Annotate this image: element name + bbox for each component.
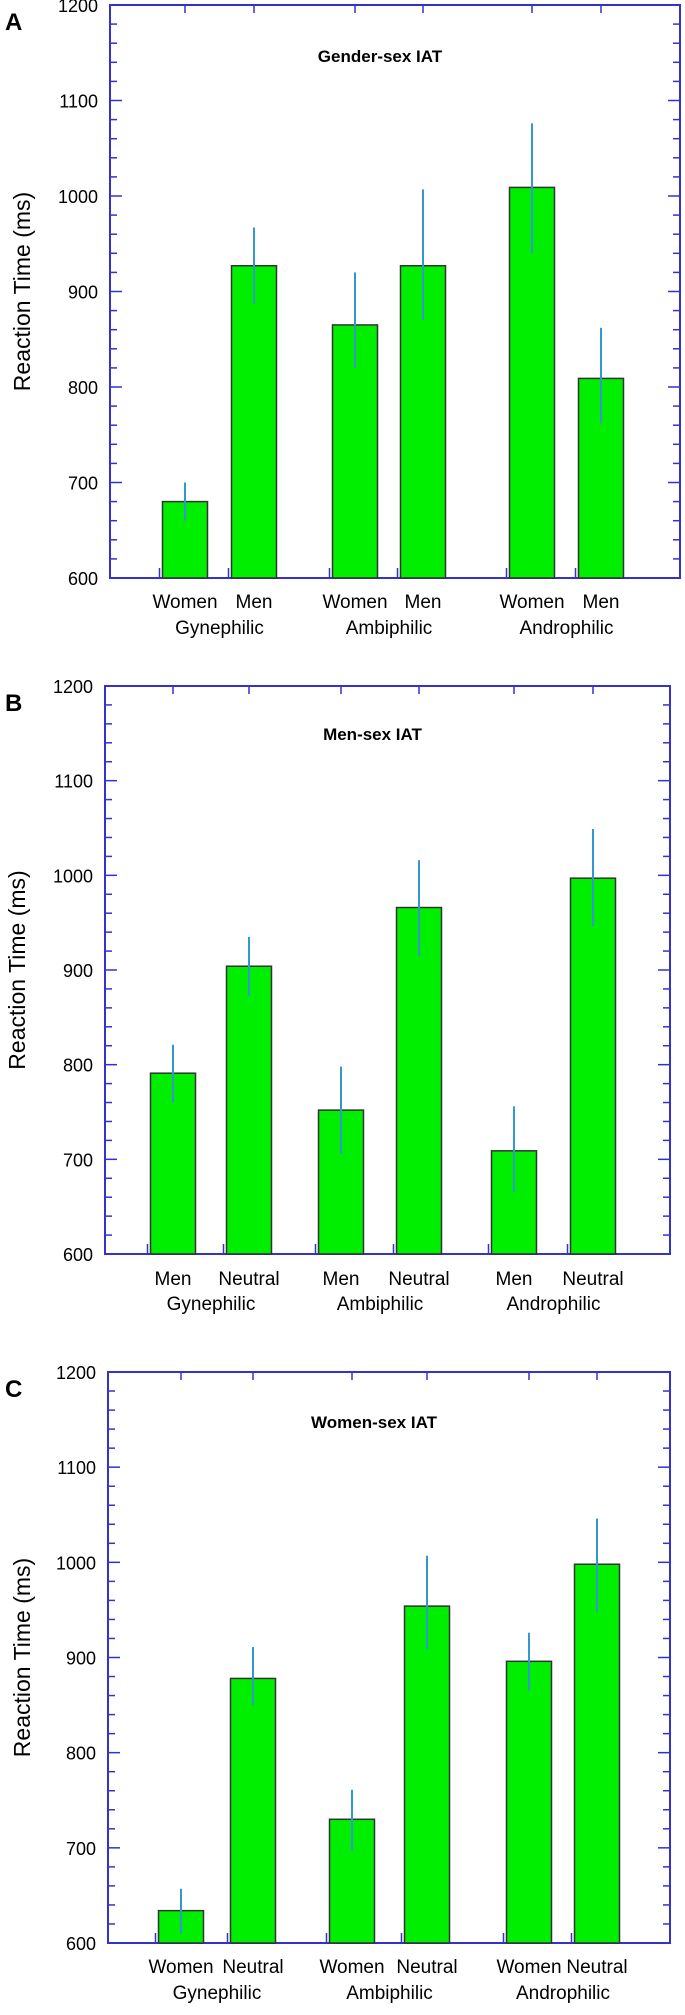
- y-axis-label: Reaction Time (ms): [4, 870, 30, 1069]
- bar-category-label: Neutral: [562, 1269, 623, 1290]
- bar-category-label: Women: [152, 592, 217, 613]
- y-tick-label: 800: [68, 378, 98, 398]
- bar-category-label: Women: [319, 1957, 384, 1978]
- bar-category-label: Women: [322, 592, 387, 613]
- y-tick-label: 900: [63, 961, 93, 981]
- group-label: Gynephilic: [175, 618, 264, 639]
- y-tick-label: 1200: [53, 677, 93, 697]
- group-label: Gynephilic: [167, 1294, 256, 1315]
- y-tick-label: 1000: [56, 1553, 96, 1573]
- y-axis-label: Reaction Time (ms): [9, 1558, 35, 1757]
- bar: [230, 264, 278, 579]
- bar: [225, 965, 273, 1255]
- bar: [229, 1677, 277, 1944]
- group-label: Androphilic: [520, 618, 614, 639]
- y-tick-label: 1100: [59, 92, 98, 112]
- group-label: Ambiphilic: [346, 1983, 433, 2004]
- chart-panel-a: A 600 700 800 900 1000 1100 1200 Gender-sex IAT R…: [5, 0, 681, 639]
- bar-category-label: Men: [323, 1269, 360, 1290]
- chart-panel-c: C 600 700 800 900 1000 1100 1200 Women-sex IAT Re…: [5, 1363, 671, 2004]
- bar: [395, 906, 443, 1255]
- y-tick-label: 1100: [54, 772, 93, 792]
- y-tick-label: 1000: [58, 187, 98, 207]
- y-axis-label: Reaction Time (ms): [9, 192, 35, 391]
- bar-category-label: Men: [236, 592, 273, 613]
- y-tick-label: 600: [63, 1245, 93, 1265]
- chart-title: Men-sex IAT: [323, 725, 422, 744]
- bar-category-label: Neutral: [396, 1957, 457, 1978]
- y-tick-label: 700: [68, 474, 98, 494]
- y-tick-label: 600: [66, 1934, 96, 1954]
- bar-category-label: Men: [155, 1269, 192, 1290]
- bar-category-label: Men: [583, 592, 620, 613]
- bar-category-label: Women: [148, 1957, 213, 1978]
- bar-category-label: Women: [499, 592, 564, 613]
- y-tick-label: 800: [63, 1056, 93, 1076]
- y-tick-label: 1000: [53, 866, 93, 886]
- chart-title: Women-sex IAT: [311, 1413, 438, 1432]
- bar: [569, 877, 617, 1255]
- group-label: Ambiphilic: [346, 618, 433, 639]
- y-tick-label: 900: [66, 1649, 96, 1669]
- bar-category-label: Neutral: [388, 1269, 449, 1290]
- y-tick-label: 1100: [57, 1458, 96, 1478]
- y-tick-label: 900: [68, 283, 98, 303]
- group-label: Ambiphilic: [337, 1294, 424, 1315]
- y-tick-label: 700: [66, 1839, 96, 1859]
- bar: [573, 1563, 621, 1944]
- panel-label: B: [5, 690, 22, 717]
- bar-category-label: Women: [496, 1957, 561, 1978]
- y-tick-label: 1200: [58, 0, 98, 16]
- panel-label: C: [5, 1376, 22, 1403]
- y-tick-label: 600: [68, 569, 98, 589]
- bar-category-label: Neutral: [222, 1957, 283, 1978]
- y-tick-label: 1200: [56, 1363, 96, 1383]
- chart-panel-b: B 600 700 800 900 1000 1100 1200 Men-sex IAT Reac…: [4, 677, 671, 1315]
- group-label: Gynephilic: [173, 1983, 262, 2004]
- bar-category-label: Men: [405, 592, 442, 613]
- y-tick-label: 700: [63, 1150, 93, 1170]
- group-label: Androphilic: [507, 1294, 601, 1315]
- panel-label: A: [5, 9, 22, 36]
- bar-category-label: Neutral: [218, 1269, 279, 1290]
- bar-category-label: Neutral: [566, 1957, 627, 1978]
- bar-category-label: Men: [496, 1269, 533, 1290]
- bar: [505, 1660, 553, 1944]
- group-label: Androphilic: [516, 1983, 610, 2004]
- y-tick-label: 800: [66, 1744, 96, 1764]
- bar: [403, 1605, 451, 1944]
- chart-title: Gender-sex IAT: [318, 47, 443, 66]
